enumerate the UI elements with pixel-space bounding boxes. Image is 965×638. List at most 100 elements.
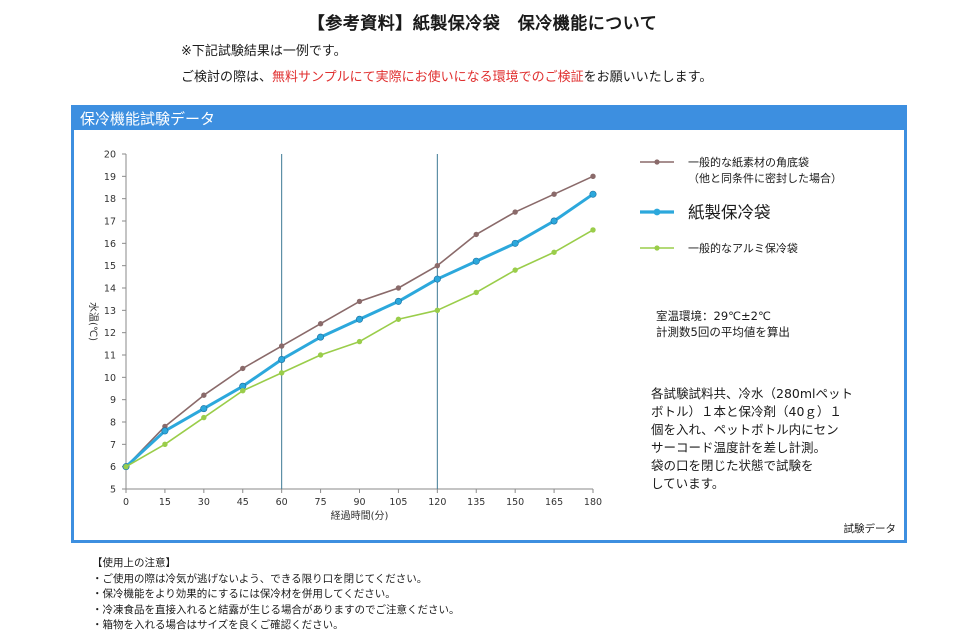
x-axis-label: 経過時間(分) (331, 509, 389, 522)
data-point (162, 441, 168, 448)
caution-item: 冷凍食品を直接入れると結露が生じる場合がありますのでご注意ください。 (92, 603, 460, 619)
data-point (278, 355, 286, 363)
data-point (551, 191, 557, 197)
legend-label: 紙製保冷袋 (688, 203, 771, 222)
data-point (355, 315, 363, 323)
data-point (278, 370, 285, 376)
data-point (317, 321, 324, 327)
legend-label: 一般的な紙素材の角底袋 (688, 155, 809, 169)
usage-cautions: 【使用上の注意】 ご使用の際は冷気が逃げないよう、できる限り口を閉じてください。… (92, 556, 460, 634)
example-note: ※下記試験結果は一例です。 (181, 44, 347, 59)
x-tick-label: 15 (159, 497, 171, 508)
series-line (125, 229, 594, 468)
test-method-line: しています。 (651, 476, 725, 491)
y-tick-label: 15 (104, 261, 116, 272)
data-point (590, 227, 596, 233)
y-tick-label: 16 (104, 239, 116, 250)
data-point (551, 249, 557, 255)
data-point (512, 267, 518, 273)
y-tick-label: 19 (104, 172, 116, 183)
notice-highlight: 無料サンプルにて実際にお使いになる環境でのご検証 (272, 70, 584, 85)
data-point (356, 298, 363, 305)
y-tick-label: 14 (104, 284, 116, 295)
cautions-list: ご使用の際は冷気が逃げないよう、できる限り口を閉じてください。 保冷機能をより効… (92, 572, 460, 634)
data-point (511, 239, 519, 247)
temperature-line-chart: 5 6 7 8 9 10 11 12 13 14 15 16 17 18 19 20 0 15 30 45 60 75 90… (87, 150, 842, 523)
caution-item: ご使用の際は冷気が逃げないよう、できる限り口を閉じてください。 (92, 572, 460, 588)
data-point (433, 275, 441, 283)
x-tick-label: 0 (123, 497, 129, 508)
legend-marker (653, 208, 661, 216)
test-data-panel: 保冷機能試験データ 5 6 7 8 9 10 11 12 13 14 15 16 17 18 19 20 0 15… (71, 105, 907, 543)
test-method-line: ボトル）１本と保冷剤（40ｇ）１ (651, 404, 842, 419)
x-tick-label: 135 (467, 497, 485, 508)
verification-notice: ご検討の際は、無料サンプルにて実際にお使いになる環境でのご検証をお願いいたします… (181, 66, 712, 85)
data-point (201, 414, 207, 421)
page-title: 【参考資料】紙製保冷袋 保冷機能について (307, 14, 658, 34)
y-tick-label: 8 (110, 418, 116, 429)
data-point (200, 405, 208, 413)
y-axis-label: 水温(℃) (87, 302, 99, 341)
data-point (434, 307, 441, 314)
data-point (395, 285, 402, 291)
data-point (473, 289, 479, 296)
test-method-line: 袋の口を閉じた状態で試験を (651, 458, 814, 473)
data-point (434, 262, 441, 269)
data-point (472, 257, 480, 265)
notice-prefix: ご検討の際は、 (181, 70, 273, 85)
x-tick-label: 165 (545, 497, 563, 508)
data-point (590, 173, 596, 180)
notice-suffix: をお願いいたします。 (583, 70, 713, 85)
y-tick-label: 11 (104, 351, 116, 362)
caution-item: 箱物を入れる場合はサイズを良くご確認ください。 (92, 618, 460, 634)
test-method-line: 各試験試料共、冷水（280mlペット (651, 386, 854, 401)
data-point (395, 316, 402, 322)
x-tick-label: 90 (353, 497, 365, 508)
panel-title: 保冷機能試験データ (74, 108, 904, 130)
legend-marker (654, 245, 660, 251)
y-tick-label: 20 (104, 150, 116, 161)
data-point (161, 427, 169, 435)
test-condition-average: 計測数5回の平均値を算出 (656, 325, 790, 339)
data-point (278, 343, 285, 349)
legend-label: 一般的なアルミ保冷袋 (688, 241, 798, 255)
data-point (473, 231, 479, 238)
data-point (394, 297, 402, 305)
data-point (512, 209, 518, 215)
test-conditions: 室温環境：29℃±2℃ 計測数5回の平均値を算出 (656, 308, 790, 340)
x-tick-label: 180 (584, 497, 602, 508)
cautions-heading: 【使用上の注意】 (92, 557, 176, 569)
y-tick-label: 9 (110, 395, 116, 406)
test-method: 各試験試料共、冷水（280mlペット ボトル）１本と保冷剤（40ｇ）１ 個を入れ… (651, 385, 871, 493)
legend-marker (654, 159, 660, 165)
x-tick-label: 60 (276, 497, 288, 508)
legend-label-subline: （他と同条件に密封した場合） (688, 171, 842, 185)
data-point (240, 365, 246, 372)
caution-item: 保冷機能をより効果的にするには保冷材を併用してください。 (92, 587, 460, 603)
series-line (124, 192, 594, 468)
x-tick-label: 45 (237, 497, 249, 508)
test-method-line: サーコード温度計を差し計測。 (651, 440, 827, 455)
y-tick-label: 7 (110, 440, 116, 451)
y-tick-label: 18 (104, 194, 116, 205)
data-point (317, 333, 325, 341)
test-condition-temperature: 室温環境：29℃±2℃ (656, 309, 771, 323)
x-tick-label: 75 (315, 497, 327, 508)
data-point (550, 217, 558, 225)
y-tick-label: 10 (104, 373, 116, 384)
x-tick-label: 30 (198, 497, 210, 508)
y-tick-label: 13 (104, 306, 116, 317)
data-point (589, 190, 597, 198)
data-point (201, 392, 207, 398)
test-method-line: 個を入れ、ペットボトル内にセン (651, 422, 839, 437)
y-tick-label: 6 (110, 462, 116, 473)
y-tick-label: 12 (104, 328, 116, 339)
data-point (317, 352, 324, 358)
x-tick-label: 150 (506, 497, 524, 508)
x-tick-label: 120 (428, 497, 446, 508)
x-tick-label: 105 (389, 497, 407, 508)
data-point (240, 388, 246, 394)
y-tick-label: 5 (110, 485, 116, 496)
test-data-label: 試験データ (843, 523, 897, 535)
data-point (356, 338, 363, 345)
